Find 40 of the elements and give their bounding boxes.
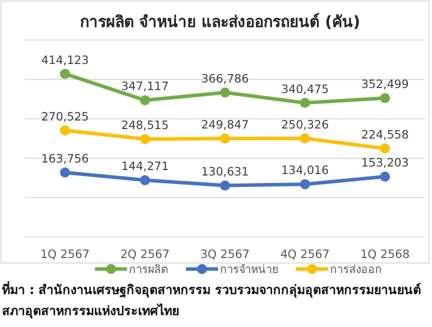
data-label: 250,326 <box>281 117 329 132</box>
point <box>300 179 310 190</box>
point <box>380 144 390 154</box>
x-tick-label: 2Q 2567 <box>120 247 170 261</box>
point <box>60 167 70 178</box>
point <box>140 175 150 186</box>
data-label: 224,558 <box>361 128 409 142</box>
point <box>220 134 230 144</box>
x-tick-label: 4Q 2567 <box>280 247 330 261</box>
data-label: 347,117 <box>121 79 169 94</box>
data-label: 248,515 <box>121 118 169 132</box>
point <box>60 68 70 79</box>
data-label: 366,786 <box>201 71 249 86</box>
point <box>380 172 390 182</box>
point <box>300 133 310 144</box>
point <box>300 98 310 108</box>
data-label: 134,016 <box>281 163 329 178</box>
point <box>60 125 70 136</box>
legend-label: การจำหน่าย <box>220 263 278 276</box>
chart-title: การผลิต จำหน่าย และส่งออกรถยนต์ (คัน) <box>80 13 360 31</box>
x-tick-label: 1Q 2567 <box>40 247 90 261</box>
data-label: 144,271 <box>121 159 169 174</box>
text: ที่มา : สำนักงานเศรษฐกิจอุตสาหกรรม รวบรวมจากกลุ่มอุตสาหกรรมยานยนต์ สภาอุตสาหกรรมแห่งประเทศไทย <box>2 280 422 321</box>
point <box>220 180 230 191</box>
point <box>140 134 150 144</box>
data-label: 270,525 <box>41 109 89 124</box>
x-tick-label: 3Q 2567 <box>200 247 250 261</box>
point <box>220 87 230 98</box>
data-label: 153,203 <box>361 156 409 170</box>
point <box>140 95 150 106</box>
data-label: 340,475 <box>281 82 329 96</box>
legend-label: การผลิต <box>129 263 168 276</box>
data-label: 249,847 <box>201 118 249 132</box>
data-label: 163,756 <box>41 151 89 166</box>
point <box>380 93 390 104</box>
x-tick-label: 1Q 2568 <box>360 247 410 261</box>
data-label: 414,123 <box>41 52 89 67</box>
data-label: 130,631 <box>201 164 249 179</box>
data-label: 352,499 <box>361 77 409 92</box>
legend-label: การส่งออก <box>330 263 382 276</box>
